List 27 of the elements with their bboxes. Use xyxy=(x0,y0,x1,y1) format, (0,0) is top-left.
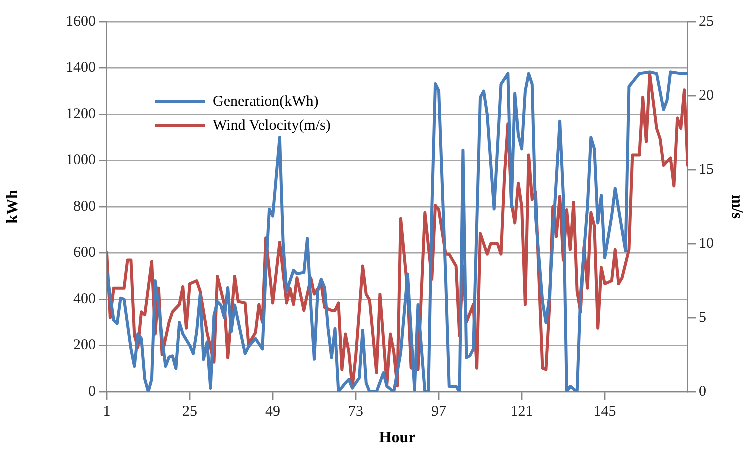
x-tick-label: 97 xyxy=(432,404,447,420)
legend-label: Wind Velocity(m/s) xyxy=(213,118,331,134)
x-tick-label: 73 xyxy=(348,404,364,420)
y-axis-title: kWh xyxy=(4,190,22,224)
y-tick-label: 1600 xyxy=(66,14,96,30)
y-tick-label: 1000 xyxy=(66,152,96,169)
x-tick-label: 25 xyxy=(182,404,198,420)
x-tick-label: 121 xyxy=(510,404,534,420)
y-tick-label: 1200 xyxy=(66,106,96,122)
y2-tick-label: 25 xyxy=(699,14,714,30)
y2-tick-label: 20 xyxy=(699,88,714,104)
y-tick-label: 600 xyxy=(74,245,96,262)
y2-tick-label: 10 xyxy=(699,236,714,252)
x-tick-label: 145 xyxy=(594,404,616,420)
y-tick-label: 200 xyxy=(74,338,96,354)
y-tick-label: 1400 xyxy=(66,60,96,76)
y-tick-label: 400 xyxy=(74,291,96,308)
y2-tick-label: 0 xyxy=(699,384,706,400)
y-tick-label: 0 xyxy=(88,384,96,400)
y2-tick-label: 5 xyxy=(699,310,706,326)
x-tick-label: 49 xyxy=(266,404,280,420)
legend-label: Generation(kWh) xyxy=(213,94,319,110)
y2-axis-title: m/s xyxy=(728,195,746,219)
x-axis-title: Hour xyxy=(379,430,416,447)
x-tick-label: 1 xyxy=(103,404,111,420)
y-tick-label: 800 xyxy=(74,198,96,215)
y2-tick-label: 15 xyxy=(699,162,714,178)
